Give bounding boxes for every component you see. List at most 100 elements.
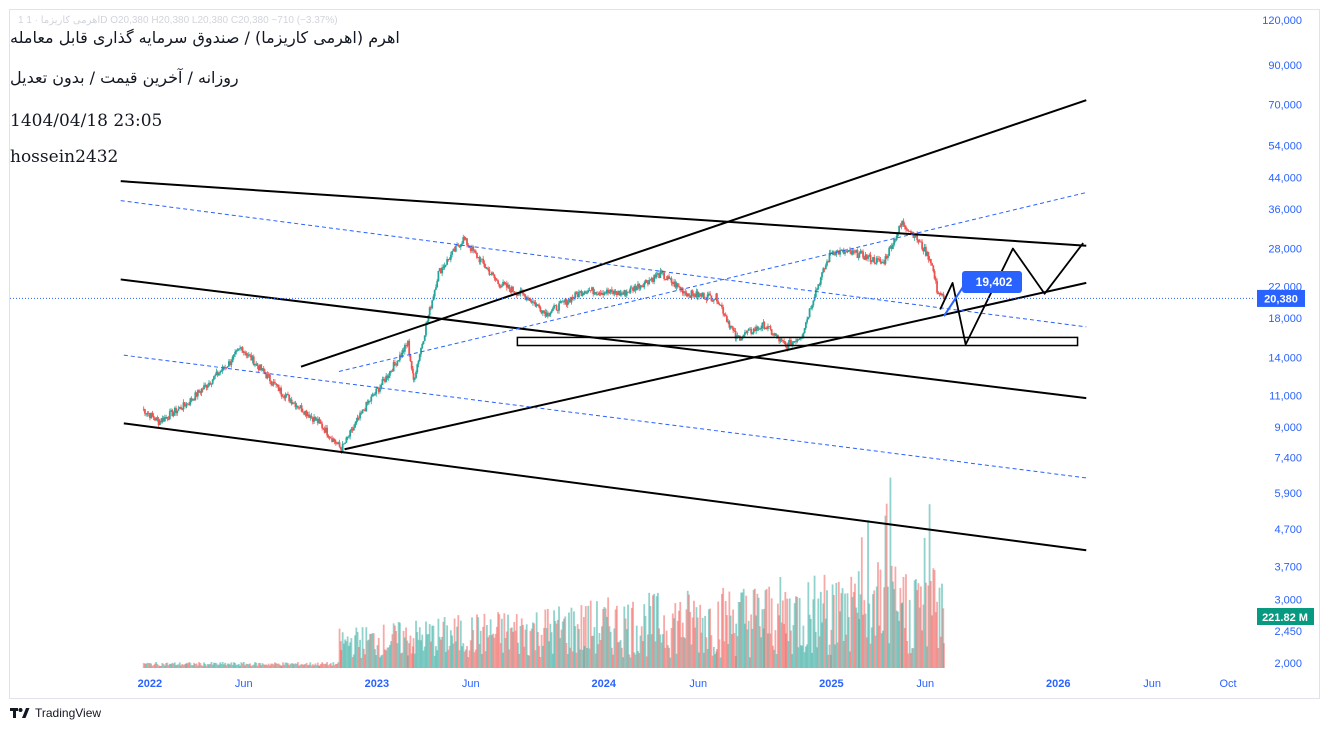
volume-bar (145, 663, 148, 668)
candle-body (407, 340, 409, 346)
candle-body (444, 264, 447, 266)
volume-bar (166, 662, 169, 668)
candle-body (608, 292, 611, 294)
volume-bar (711, 655, 714, 668)
candle-body (699, 293, 702, 295)
volume-bar (576, 624, 579, 668)
volume-bar (581, 649, 584, 668)
volume-bar (763, 608, 766, 668)
time-axis[interactable]: 2022 Jun 2023 Jun 2024 Jun 2025 Jun 2026 Jun Oct (138, 678, 1237, 690)
candle-body (669, 278, 672, 280)
volume-bar (649, 606, 652, 668)
volume-bar (376, 645, 379, 668)
volume-bar (668, 647, 670, 668)
volume-bar (461, 646, 463, 668)
volume-bar (787, 641, 790, 668)
candle-body (199, 392, 202, 394)
candle-body (221, 366, 224, 371)
candle-body (701, 293, 704, 297)
candle-body (922, 248, 925, 252)
candle-body (868, 254, 871, 257)
volume-bar (391, 634, 394, 668)
candle-body (318, 419, 321, 422)
candle-body (910, 230, 912, 234)
support-zone-box[interactable] (516, 336, 1079, 347)
price-callout[interactable]: 19,402 (962, 271, 1022, 293)
dashed-channel-line[interactable] (338, 192, 1087, 372)
candle-body (643, 282, 646, 288)
candle-body (730, 326, 733, 328)
trendline[interactable] (123, 422, 1087, 552)
candle-body (808, 308, 811, 318)
candle-body (271, 384, 274, 386)
volume-bar (500, 618, 503, 668)
candle-body (756, 326, 759, 330)
candle-body (860, 251, 863, 252)
candle-body (885, 256, 888, 259)
candle-body (270, 381, 273, 385)
price-axis[interactable]: 120,000 90,000 70,000 54,000 44,000 36,000 28,… (1262, 15, 1302, 670)
trendline[interactable] (120, 278, 1087, 400)
trendline[interactable] (344, 281, 1087, 451)
volume-bar (624, 618, 627, 668)
volume-bar (345, 641, 348, 668)
volume-bar (661, 634, 664, 668)
volume-bar (417, 639, 420, 668)
candle-body (623, 290, 626, 295)
dashed-channel-line[interactable] (123, 354, 1087, 479)
candle-body (546, 312, 549, 317)
volume-bar (554, 620, 557, 668)
candle-body (839, 250, 841, 255)
candle-body (693, 293, 695, 297)
candle-body (395, 363, 398, 366)
candle-body (204, 384, 207, 386)
candle-body (665, 279, 668, 281)
trendlines[interactable] (120, 99, 1087, 552)
candle-body (915, 233, 917, 238)
volume-bar (592, 635, 595, 668)
trendline[interactable] (120, 180, 1087, 247)
volume-bar (224, 662, 227, 668)
chart-frame (9, 9, 1320, 699)
candle-body (315, 418, 318, 421)
volume-bar (859, 594, 862, 668)
volume-bar (364, 654, 366, 668)
candle-body (463, 237, 466, 240)
candle-body (245, 352, 248, 356)
volume-bar (774, 630, 777, 668)
trendline[interactable] (300, 99, 1087, 368)
volume-bar (933, 569, 936, 668)
candle-body (500, 285, 503, 287)
candle-body (454, 245, 457, 252)
candle-body (304, 410, 307, 415)
candle-body (822, 268, 825, 273)
candle-body (220, 370, 223, 372)
volume-bar (836, 642, 839, 668)
candle-body (364, 410, 366, 412)
dashed-channel-line[interactable] (120, 200, 1087, 328)
candle-body (412, 373, 415, 380)
volume-bar (879, 569, 882, 668)
volume-bar (304, 664, 307, 668)
volume-bar (846, 593, 849, 668)
volume-bar (882, 630, 884, 668)
volume-bar (277, 663, 280, 668)
tradingview-brand[interactable]: TradingView (10, 706, 101, 720)
candle-body (793, 341, 796, 342)
candle-body (764, 327, 767, 330)
volume-bar (666, 645, 669, 668)
forecast-path[interactable] (939, 242, 1084, 346)
volume-bar (310, 665, 313, 668)
candle-body (638, 283, 641, 289)
candle-body (376, 388, 379, 389)
candle-body (360, 412, 363, 414)
candle-body (642, 285, 644, 288)
volume-bar (483, 613, 486, 668)
candle-body (778, 338, 781, 342)
candle-body (214, 375, 217, 377)
volume-bar (452, 643, 455, 668)
candle-body (255, 363, 258, 365)
candle-body (889, 246, 892, 248)
volume-bar (331, 665, 333, 668)
